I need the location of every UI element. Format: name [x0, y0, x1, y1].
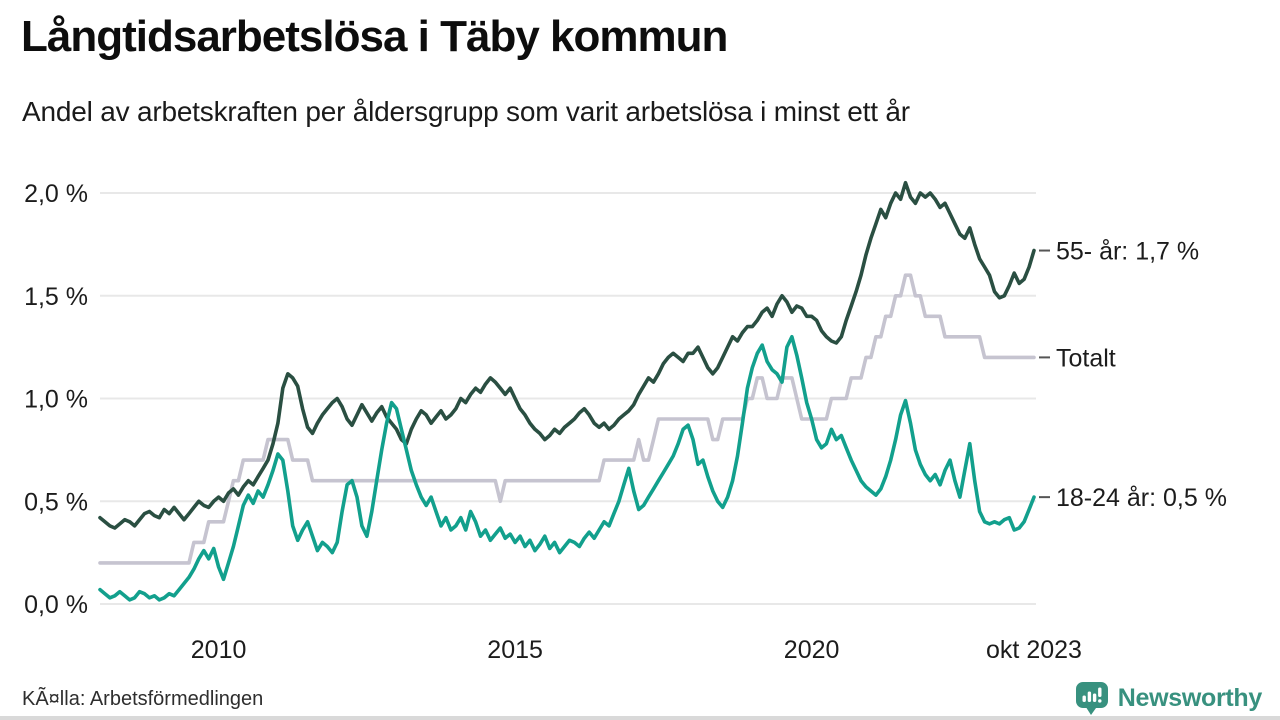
x-tick-label: okt 2023 — [986, 636, 1082, 664]
series-lines — [98, 180, 1036, 602]
source-note: KÃ¤lla: Arbetsförmedlingen — [22, 688, 264, 710]
gridlines — [100, 192, 1036, 605]
newsworthy-icon — [1075, 682, 1108, 715]
x-axis: 2010 2015 2020 okt 2023 — [191, 636, 1082, 664]
series-18-24-line — [98, 334, 1036, 602]
y-axis: 0,0 % 0,5 % 1,0 % 1,5 % 2,0 % — [24, 180, 88, 619]
y-tick-label: 1,5 % — [24, 283, 88, 311]
series-total-line — [98, 273, 1036, 565]
x-tick-label: 2015 — [487, 636, 543, 664]
y-tick-label: 1,0 % — [24, 386, 88, 414]
y-tick-label: 0,0 % — [24, 591, 88, 619]
brand-wordmark: Newsworthy — [1117, 683, 1263, 712]
series-55-label: 55- år: 1,7 % — [1056, 238, 1199, 266]
series-end-labels: 55- år: 1,7 % Totalt 18-24 år: 0,5 % — [1039, 238, 1227, 512]
series-55-line — [98, 180, 1036, 530]
series-18-24-label: 18-24 år: 0,5 % — [1056, 484, 1227, 512]
brand-logo: Newsworthy — [1074, 680, 1262, 716]
y-tick-label: 0,5 % — [24, 488, 88, 516]
y-tick-label: 2,0 % — [24, 180, 88, 208]
x-tick-label: 2020 — [784, 636, 840, 664]
bottom-edge-strip — [0, 716, 1280, 720]
x-tick-label: 2010 — [191, 636, 247, 664]
page-subtitle: Andel av arbetskraften per åldersgrupp s… — [22, 96, 910, 127]
page-title: Långtidsarbetslösa i Täby kommun — [21, 12, 728, 61]
series-total-label: Totalt — [1056, 344, 1116, 372]
